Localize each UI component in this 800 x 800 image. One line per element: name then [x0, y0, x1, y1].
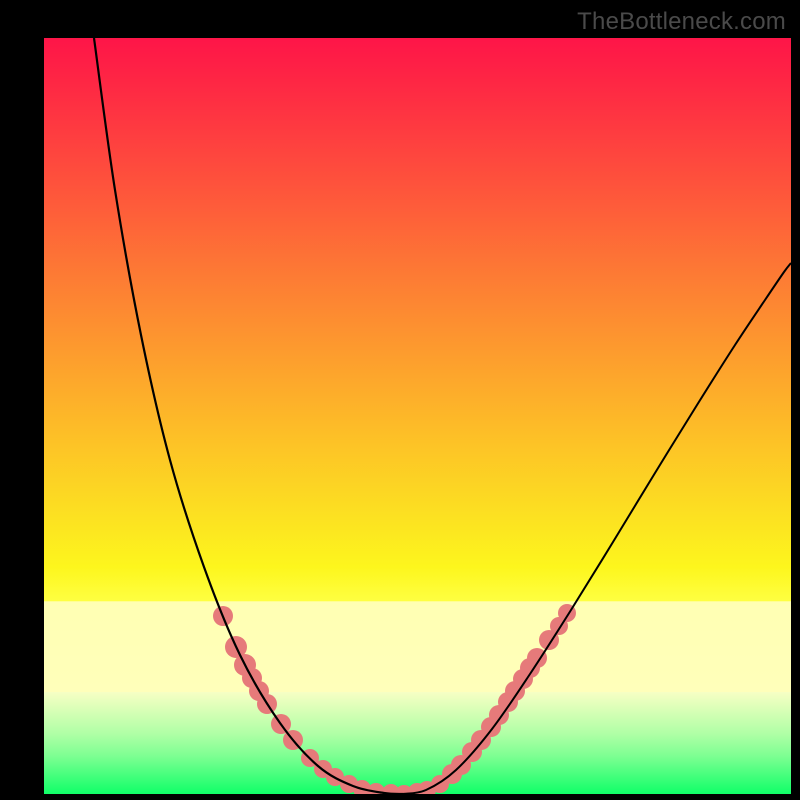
chart-svg [0, 0, 800, 800]
right-curve [403, 263, 791, 794]
watermark-text: TheBottleneck.com [577, 8, 786, 36]
scatter-dots [213, 604, 576, 800]
stage: TheBottleneck.com [0, 0, 800, 800]
